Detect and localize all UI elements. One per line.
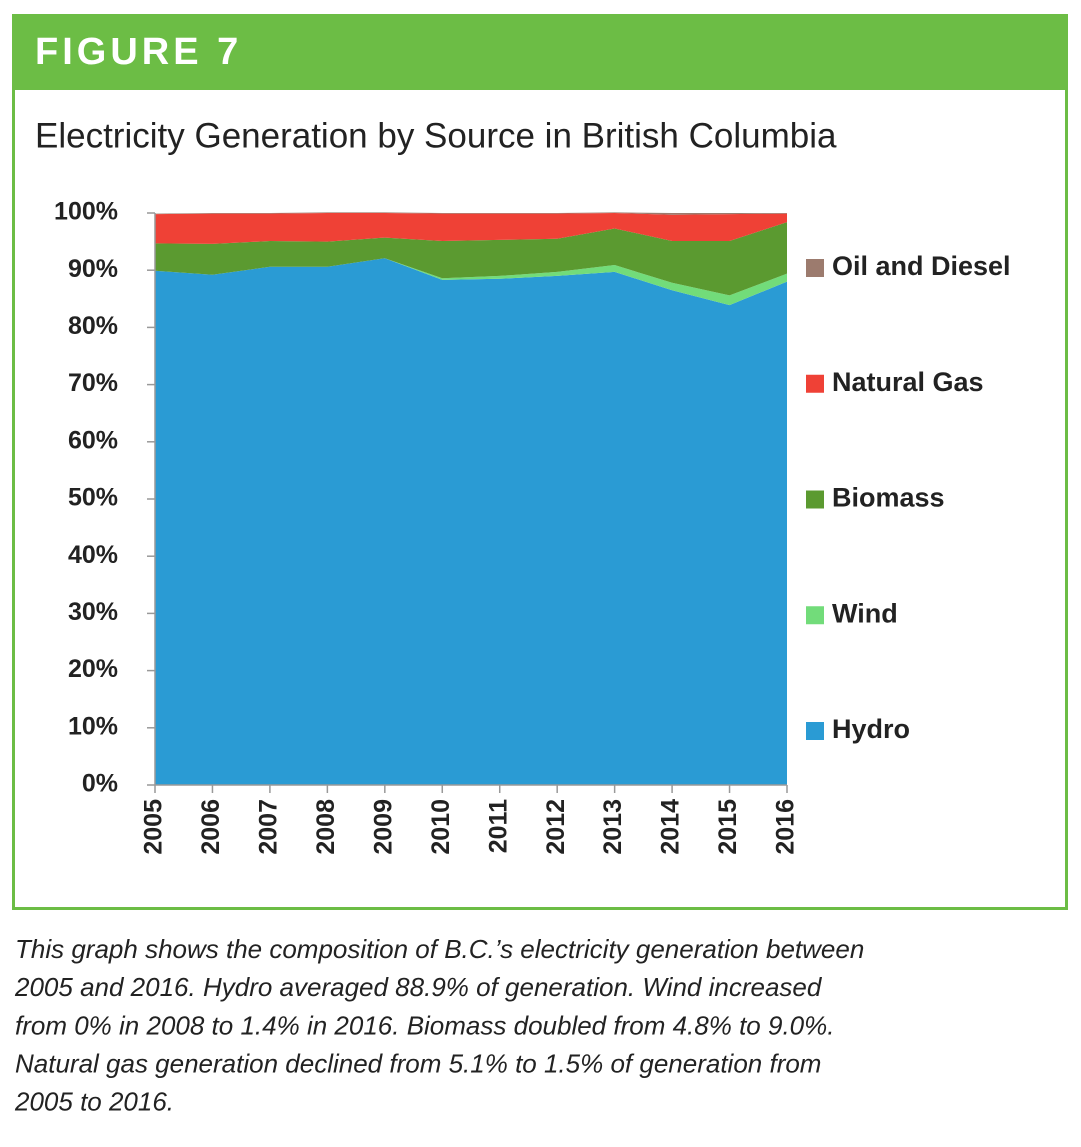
legend-swatch [806,374,824,393]
caption-line: 2005 and 2016. Hydro averaged 88.9% of g… [14,972,823,1002]
x-tick-label: 2007 [255,799,283,855]
x-tick-label: 2005 [140,799,168,855]
y-tick-label: 30% [68,598,118,626]
x-tick-label: 2010 [427,799,455,855]
x-tick-label: 2013 [599,799,627,855]
caption: This graph shows the composition of B.C.… [14,934,864,1117]
x-tick-label: 2006 [197,799,225,855]
y-tick-label: 40% [68,541,118,569]
area [155,213,787,244]
y-tick-label: 10% [68,712,118,740]
chart-title: Electricity Generation by Source in Brit… [35,116,837,155]
legend-label: Wind [832,598,898,628]
area [155,222,787,296]
x-tick-label: 2008 [312,799,340,855]
legend-label: Hydro [832,714,910,744]
area [155,212,787,215]
figure-header [12,14,1068,90]
x-tick-label: 2015 [714,799,742,855]
legend-label: Oil and Diesel [832,251,1011,281]
caption-line: from 0% in 2008 to 1.4% in 2016. Biomass… [15,1010,834,1040]
legend-label: Biomass [832,483,945,513]
caption-line: 2005 to 2016. [14,1087,174,1117]
caption-line: This graph shows the composition of B.C.… [15,934,864,964]
y-tick-label: 100% [54,198,118,226]
x-tick-label: 2014 [657,799,685,855]
x-tick-label: 2009 [369,799,397,855]
legend-swatch [806,259,824,277]
y-tick-label: 80% [68,312,118,340]
y-tick-label: 50% [68,484,118,512]
y-tick-label: 0% [82,770,118,798]
legend-label: Natural Gas [832,367,984,397]
y-tick-label: 60% [68,426,118,454]
x-tick-label: 2016 [772,799,800,855]
figure-label: FIGURE 7 [35,31,242,73]
caption-line: Natural gas generation declined from 5.1… [15,1048,821,1078]
y-tick-label: 20% [68,655,118,683]
area [155,258,787,785]
legend-swatch [806,606,824,625]
x-tick-label: 2012 [542,799,570,855]
legend-swatch [806,722,824,740]
area [155,258,787,306]
x-tick-label: 2011 [484,799,512,853]
y-tick-label: 90% [68,255,118,283]
y-tick-label: 70% [68,369,118,397]
legend-swatch [806,490,824,509]
